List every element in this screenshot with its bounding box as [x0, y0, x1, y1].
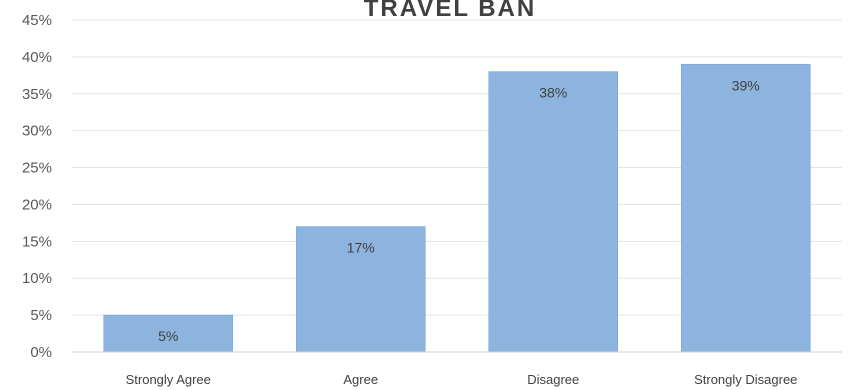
data-label: 17% — [347, 240, 375, 256]
y-tick-label: 25% — [22, 160, 52, 177]
y-tick-label: 20% — [22, 196, 52, 213]
x-tick-label: Strongly Agree — [126, 372, 211, 387]
x-tick-label: Strongly Disagree — [694, 372, 797, 387]
bar — [103, 314, 234, 353]
y-tick-label: 30% — [22, 123, 52, 140]
chart-title: TRAVEL BAN — [364, 0, 536, 22]
x-tick-label: Disagree — [527, 372, 579, 387]
data-label: 39% — [732, 77, 760, 93]
x-axis-ticks: Strongly Agree Agree Disagree Strongly Disa… — [126, 372, 798, 387]
y-tick-label: 10% — [22, 270, 52, 287]
bar — [488, 71, 619, 353]
y-axis-ticks: 0% 5% 10% 15% 20% 25% 30% 35% 40% 45% — [22, 12, 52, 361]
bar — [680, 63, 811, 353]
y-tick-label: 15% — [22, 233, 52, 250]
bar — [295, 226, 426, 353]
x-tick-label: Agree — [343, 372, 378, 387]
bars — [103, 63, 811, 353]
y-tick-label: 0% — [30, 344, 52, 361]
y-tick-label: 45% — [22, 12, 52, 29]
gridlines — [72, 19, 842, 316]
y-tick-label: 40% — [22, 49, 52, 66]
y-tick-label: 5% — [30, 307, 52, 324]
data-labels: 5% 17% 38% 39% — [158, 77, 760, 344]
y-tick-label: 35% — [22, 86, 52, 103]
data-label: 38% — [539, 85, 567, 101]
data-label: 5% — [158, 328, 178, 344]
